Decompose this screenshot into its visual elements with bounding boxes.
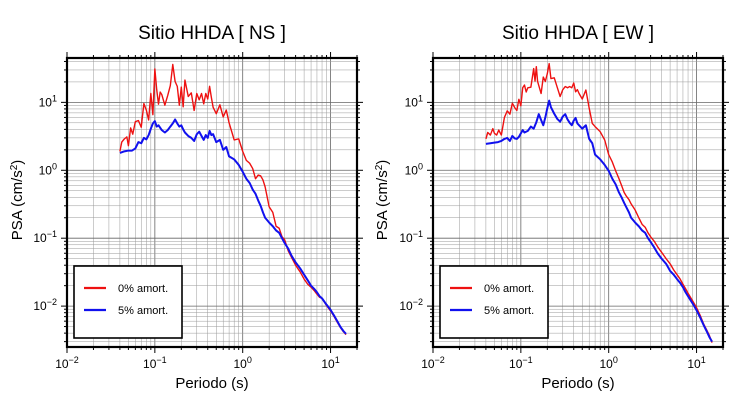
plot-border	[431, 56, 725, 349]
y-tick-label: 101	[405, 93, 423, 109]
plot-frame	[61, 52, 363, 353]
y-axis-label: PSA (cm/s2)	[374, 160, 392, 241]
x-tick-label: 10−1	[509, 355, 533, 371]
y-axis-label-close: )	[374, 160, 391, 165]
x-tick-label: 100	[234, 355, 252, 371]
y-tick-label: 10−1	[399, 229, 423, 245]
legend-box	[73, 265, 183, 339]
x-tick-labels: 10−2 10−1 100 101	[421, 355, 706, 371]
series-line-red	[119, 63, 347, 336]
x-tick-label: 101	[687, 355, 705, 371]
legend-label: 0% amort.	[118, 283, 168, 295]
x-tick-label: 101	[321, 355, 339, 371]
legend: 0% amort. 5% amort.	[439, 265, 549, 339]
legend-label: 0% amort.	[484, 283, 534, 295]
y-axis-label-close: )	[9, 160, 26, 165]
legend: 0% amort. 5% amort.	[73, 265, 183, 339]
y-tick-label: 10−2	[399, 297, 423, 313]
y-tick-labels: 10−2 10−1 100 101	[399, 93, 423, 313]
x-tick-label: 10−2	[55, 355, 79, 371]
series-line-blue	[119, 118, 347, 335]
y-axis-label-main: PSA (cm/s	[374, 170, 391, 240]
legend-box	[439, 265, 549, 339]
chart-panel-ew: Sitio HHDA [ EW ] 10−2 10−1 100 101 10−210−…	[374, 23, 729, 392]
x-axis-label: Periodo (s)	[175, 375, 248, 392]
y-axis-label-sup: 2	[9, 164, 20, 170]
x-tick-label: 10−1	[143, 355, 167, 371]
plot-border	[65, 56, 359, 349]
chart-title: Sitio HHDA [ EW ]	[502, 23, 654, 44]
y-tick-label: 100	[39, 161, 57, 177]
chart-title: Sitio HHDA [ NS ]	[138, 23, 286, 44]
y-tick-label: 101	[39, 93, 57, 109]
y-tick-labels: 10−2 10−1 100 101	[33, 93, 57, 313]
series-line-blue	[485, 99, 713, 343]
x-tick-labels: 10−2 10−1 100 101	[55, 355, 340, 371]
y-tick-label: 10−1	[33, 229, 57, 245]
chart-panel-ns: Sitio HHDA [ NS ] 10−2 10−1 100 101 10−210−…	[9, 23, 363, 392]
plot-frame	[427, 52, 729, 353]
x-tick-label: 100	[600, 355, 618, 371]
legend-label: 5% amort.	[484, 305, 534, 317]
x-axis-label: Periodo (s)	[541, 375, 614, 392]
y-tick-label: 10−2	[33, 297, 57, 313]
series-lines	[485, 62, 713, 343]
y-axis-label-sup: 2	[374, 164, 385, 170]
x-tick-label: 10−2	[421, 355, 445, 371]
y-axis-label-main: PSA (cm/s	[9, 170, 26, 240]
series-line-red	[485, 62, 713, 343]
series-lines	[119, 63, 347, 336]
y-tick-label: 100	[405, 161, 423, 177]
legend-label: 5% amort.	[118, 305, 168, 317]
y-axis-label: PSA (cm/s2)	[9, 160, 27, 241]
